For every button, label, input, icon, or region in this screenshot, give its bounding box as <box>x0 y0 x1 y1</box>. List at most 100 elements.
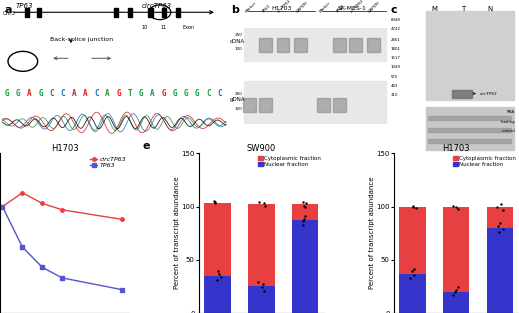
Legend: circTP63, TP63: circTP63, TP63 <box>90 156 126 168</box>
Point <box>452 204 460 209</box>
Title: H1703: H1703 <box>443 144 470 153</box>
Text: C: C <box>206 89 211 98</box>
Text: T: T <box>128 89 132 98</box>
Bar <box>128 8 132 17</box>
Text: e: e <box>142 141 150 151</box>
Point <box>493 204 501 209</box>
Point <box>405 275 414 280</box>
Point <box>260 288 268 293</box>
Text: A: A <box>72 89 76 98</box>
Point <box>260 201 268 206</box>
Text: 575: 575 <box>391 75 398 79</box>
Point <box>299 203 308 208</box>
Point <box>454 206 462 211</box>
Text: A: A <box>150 89 155 98</box>
Text: c: c <box>391 5 397 15</box>
Legend: Cytoplasmic fraction, Nuclear fraction: Cytoplasmic fraction, Nuclear fraction <box>453 156 516 167</box>
Bar <box>292 204 318 220</box>
Text: circTP63: circTP63 <box>480 92 498 95</box>
Text: 250: 250 <box>235 33 243 37</box>
Point <box>499 226 507 231</box>
Point <box>214 269 223 274</box>
Point <box>258 282 267 287</box>
Point <box>496 220 504 225</box>
Point <box>495 230 503 235</box>
Point <box>454 285 462 290</box>
Text: a: a <box>5 5 12 15</box>
Bar <box>452 90 472 98</box>
Point <box>255 200 264 205</box>
Text: H1703: H1703 <box>271 6 292 11</box>
Bar <box>25 8 29 17</box>
Text: C: C <box>217 89 222 98</box>
Text: 1517: 1517 <box>391 56 401 60</box>
Bar <box>428 128 511 132</box>
Text: Marker: Marker <box>244 1 257 14</box>
Bar <box>292 220 318 313</box>
Point <box>261 203 269 208</box>
Point <box>450 289 459 294</box>
Bar <box>176 8 180 17</box>
Text: M: M <box>432 6 438 12</box>
Bar <box>162 8 166 17</box>
Point <box>211 201 220 206</box>
Text: Chr3: Chr3 <box>2 11 15 16</box>
Bar <box>428 139 511 143</box>
Point <box>299 219 307 224</box>
Text: C: C <box>94 89 99 98</box>
Point <box>408 203 417 208</box>
Text: 2661: 2661 <box>391 38 400 42</box>
Bar <box>487 228 513 313</box>
Bar <box>333 38 346 52</box>
Text: TP63: TP63 <box>16 3 34 9</box>
Bar <box>428 116 511 120</box>
Text: cDNA: cDNA <box>230 39 245 44</box>
Text: 6948: 6948 <box>391 18 401 22</box>
Bar <box>487 207 513 228</box>
Point <box>301 214 309 219</box>
Text: 463: 463 <box>391 84 398 88</box>
Point <box>497 202 505 207</box>
Text: TP63: TP63 <box>262 4 272 14</box>
Point <box>408 204 417 209</box>
Text: 100: 100 <box>235 107 243 111</box>
Point <box>499 207 508 212</box>
Bar <box>259 38 272 52</box>
Y-axis label: Percent of transcript abundance: Percent of transcript abundance <box>174 177 180 290</box>
Bar <box>426 107 514 150</box>
Text: G: G <box>161 89 166 98</box>
Text: 10: 10 <box>142 24 148 29</box>
Point <box>298 200 307 205</box>
Point <box>210 199 218 204</box>
Point <box>302 201 310 206</box>
Text: b: b <box>231 5 239 15</box>
Point <box>449 203 457 208</box>
Text: G: G <box>184 89 188 98</box>
Point <box>412 205 420 210</box>
Text: loading: loading <box>500 120 515 124</box>
Text: circTP63: circTP63 <box>142 3 172 9</box>
Bar <box>148 8 153 17</box>
Text: C: C <box>61 89 65 98</box>
Point <box>299 222 307 227</box>
Point <box>258 285 266 290</box>
Point <box>215 271 223 276</box>
Text: A: A <box>83 89 88 98</box>
Text: Exon: Exon <box>183 24 195 29</box>
Text: G: G <box>16 89 20 98</box>
Point <box>410 267 418 272</box>
Text: 11: 11 <box>160 24 167 29</box>
Text: 250: 250 <box>235 92 243 95</box>
Text: 310: 310 <box>391 93 398 97</box>
Point <box>494 223 502 228</box>
Text: 1049: 1049 <box>391 65 401 69</box>
Text: circTP63: circTP63 <box>349 0 365 14</box>
Bar <box>443 292 470 313</box>
Text: 100: 100 <box>235 47 243 51</box>
Point <box>411 272 419 277</box>
Text: TP63: TP63 <box>336 4 346 14</box>
Bar <box>333 98 346 112</box>
Text: A: A <box>27 89 32 98</box>
Point <box>449 292 457 297</box>
Bar <box>259 98 272 112</box>
